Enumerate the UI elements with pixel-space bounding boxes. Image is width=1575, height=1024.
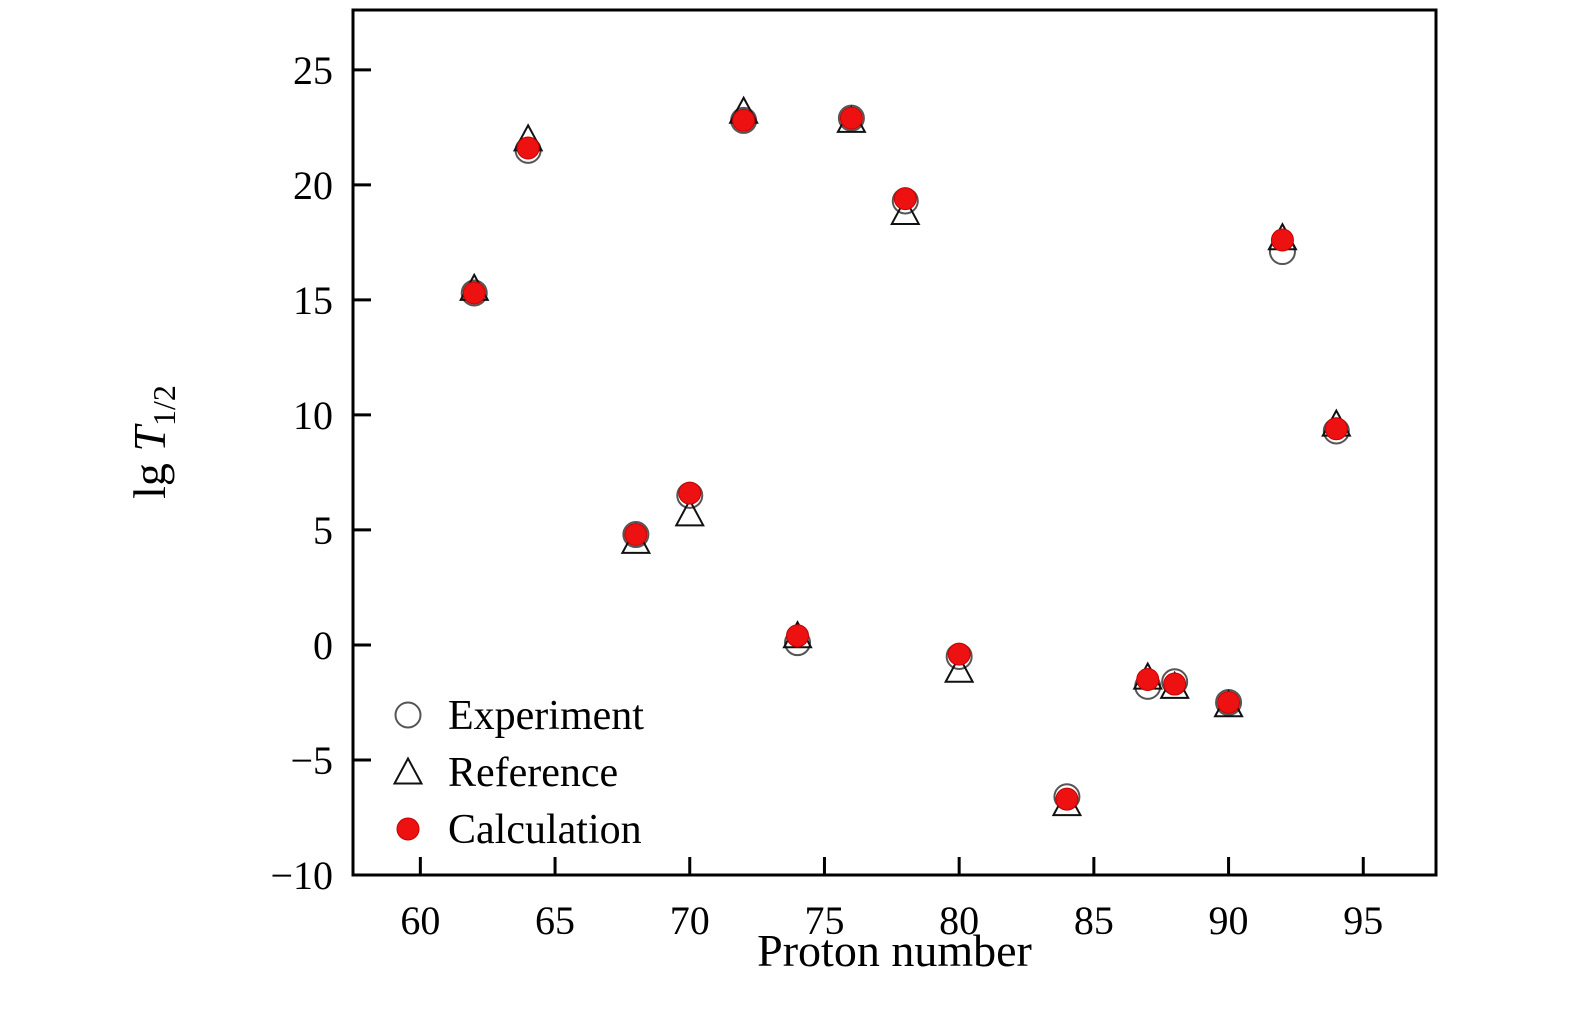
data-point-filled-circle bbox=[624, 523, 648, 547]
data-point-open-circle bbox=[622, 521, 650, 549]
x-tick-label: 70 bbox=[670, 898, 710, 943]
x-tick-label: 85 bbox=[1074, 898, 1114, 943]
data-point-triangle bbox=[943, 654, 975, 683]
data-point-filled-circle bbox=[1136, 667, 1160, 691]
plot-frame bbox=[351, 8, 1438, 877]
data-point-open-circle bbox=[460, 279, 488, 307]
data-point-filled-circle bbox=[1324, 417, 1348, 441]
data-point-filled-circle bbox=[732, 108, 756, 132]
legend-label-experiment: Experiment bbox=[448, 693, 644, 739]
x-tick-label: 80 bbox=[939, 898, 979, 943]
y-tick-label: 15 bbox=[293, 278, 333, 323]
y-axis-label: lg T1/2 bbox=[124, 385, 182, 499]
data-point-triangle bbox=[674, 498, 705, 527]
y-tick-label: 25 bbox=[293, 48, 333, 93]
data-point-filled-circle bbox=[516, 136, 540, 160]
x-tick-label: 90 bbox=[1209, 898, 1249, 943]
legend-label-reference: Reference bbox=[448, 750, 618, 796]
data-point-filled-circle-legend bbox=[396, 817, 420, 841]
data-point-triangle bbox=[890, 196, 921, 225]
data-point-filled-circle bbox=[1163, 672, 1187, 696]
data-point-filled-circle bbox=[1055, 787, 1079, 811]
x-tick-label: 75 bbox=[804, 898, 844, 943]
data-point-open-circle-legend bbox=[394, 701, 422, 729]
y-tick-label: −5 bbox=[290, 738, 333, 783]
data-point-filled-circle bbox=[462, 281, 486, 305]
y-tick-label: 20 bbox=[293, 163, 333, 208]
y-tick-label: −10 bbox=[270, 853, 333, 898]
data-point-filled-circle bbox=[893, 187, 917, 211]
data-point-filled-circle bbox=[1217, 690, 1241, 714]
x-tick-label: 60 bbox=[400, 898, 440, 943]
legend-label-calculation: Calculation bbox=[448, 807, 642, 853]
data-point-filled-circle bbox=[947, 642, 971, 666]
x-tick-label: 65 bbox=[535, 898, 575, 943]
data-point-filled-circle bbox=[1270, 228, 1294, 252]
data-point-filled-circle bbox=[678, 481, 702, 505]
x-tick-label: 95 bbox=[1343, 898, 1383, 943]
data-point-filled-circle bbox=[839, 106, 863, 130]
data-point-filled-circle bbox=[786, 624, 810, 648]
y-tick-label: 10 bbox=[293, 393, 333, 438]
y-tick-label: 0 bbox=[313, 623, 333, 668]
y-tick-label: 5 bbox=[313, 508, 333, 553]
x-axis-label: Proton number bbox=[757, 925, 1032, 976]
data-point-triangle-legend bbox=[392, 756, 424, 785]
